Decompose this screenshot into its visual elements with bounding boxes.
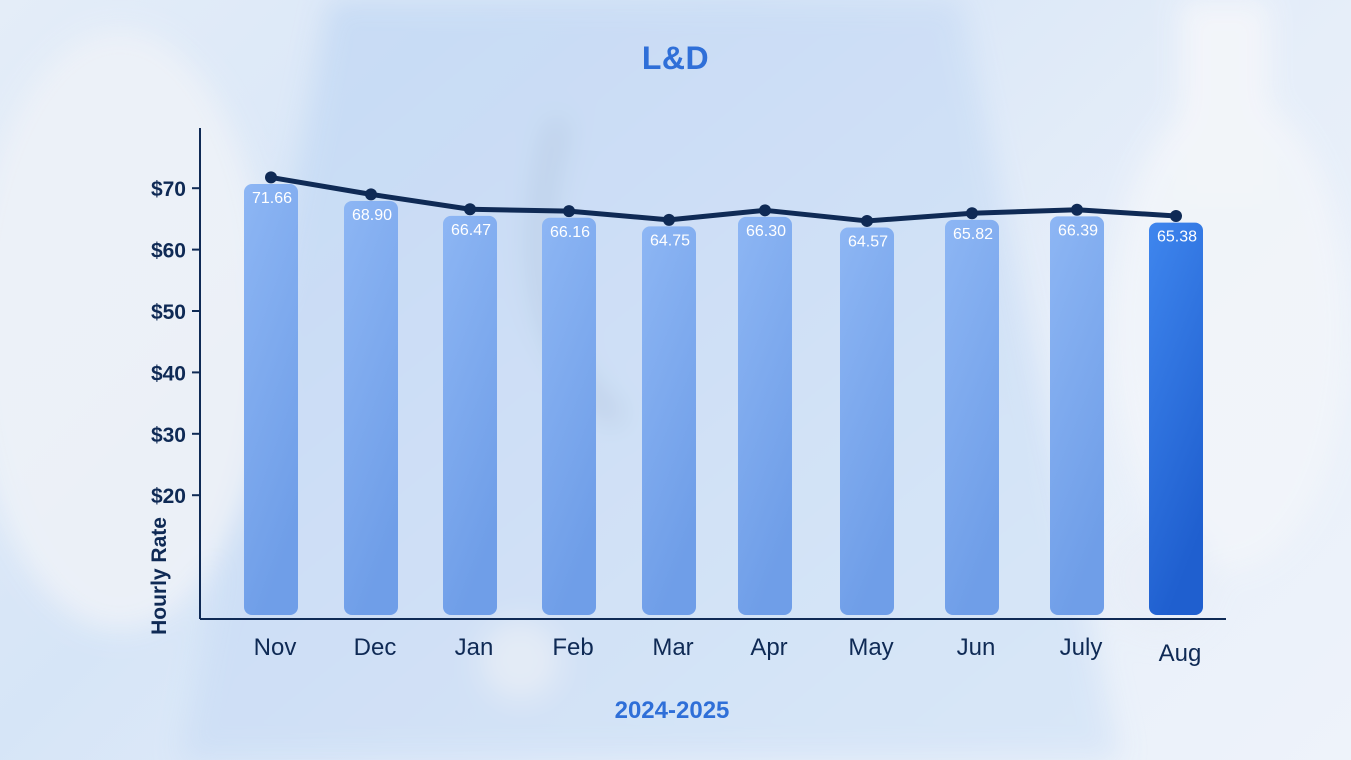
x-axis-title: 2024-2025 [614,697,730,724]
bar-may [840,227,894,615]
bar-mar [642,226,696,615]
bar-july [1050,216,1104,615]
data-label: 64.57 [848,234,888,251]
bar-dec [344,200,398,616]
data-label: 66.39 [1058,222,1098,239]
data-label: 66.47 [451,222,491,239]
trend-point-may [861,214,873,227]
trend-point-feb [563,205,575,218]
data-label: 71.66 [252,190,292,207]
trend-point-jun [966,207,978,220]
data-label: 66.30 [746,223,786,240]
chart-title: L&D [641,40,710,76]
x-tick-label: Dec [354,634,397,661]
y-tick-label: $60 [151,240,186,263]
data-label: 65.82 [953,226,993,243]
data-label: 64.75 [650,232,690,249]
trend-point-apr [759,204,771,217]
trend-point-july [1071,203,1083,216]
trend-point-aug [1170,209,1182,222]
y-tick-label: $70 [151,178,186,201]
x-tick-label: Aug [1159,640,1202,667]
x-tick-label: July [1060,634,1103,661]
y-axis-title: Hourly Rate [148,517,171,635]
x-tick-label: Jan [455,634,494,661]
bar-jan [443,215,497,615]
trend-line [268,174,1179,224]
bar-jun [945,219,999,615]
trend-point-jan [464,203,476,216]
trend-point-mar [663,213,675,226]
x-tick-label: Feb [552,634,593,661]
bar-feb [542,217,596,616]
x-tick-label: Nov [254,634,297,661]
trend-point-nov [265,171,277,184]
y-tick-label: $20 [151,485,186,508]
trend-point-dec [365,188,377,201]
x-tick-label: Jun [957,634,996,661]
x-tick-label: Apr [750,634,787,661]
y-tick-label: $40 [151,362,186,385]
data-label: 65.38 [1157,229,1197,246]
bar-apr [738,216,792,615]
bar-nov [244,184,298,615]
data-label: 66.16 [550,224,590,241]
bar-aug [1149,222,1203,615]
x-tick-label: Mar [652,634,693,661]
y-tick-label: $50 [151,301,186,324]
y-tick-label: $30 [151,424,186,447]
data-label: 68.90 [352,207,392,224]
x-tick-label: May [848,634,893,661]
